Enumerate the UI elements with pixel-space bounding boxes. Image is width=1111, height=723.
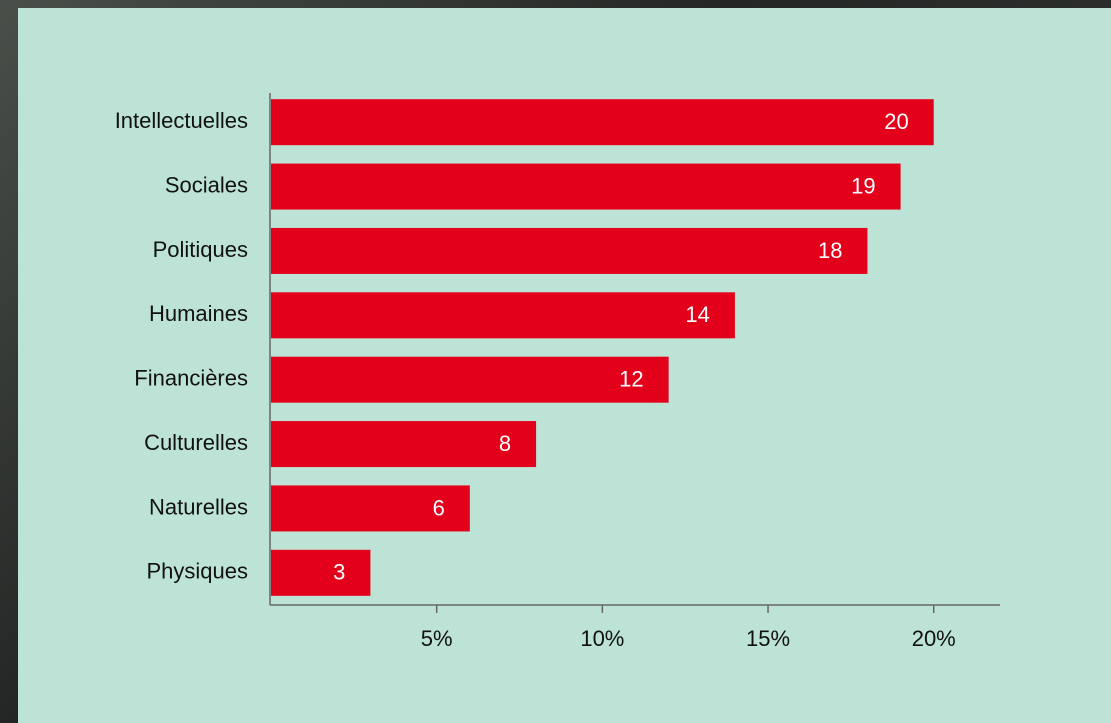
bar — [271, 99, 934, 146]
y-tick-label: Culturelles — [144, 430, 248, 455]
bar — [271, 227, 868, 274]
bar — [271, 549, 371, 596]
x-tick-label: 5% — [421, 626, 453, 651]
bar-value-label: 8 — [499, 431, 511, 456]
bar — [271, 485, 470, 532]
y-tick-label: Physiques — [146, 559, 248, 584]
x-tick-label: 20% — [912, 626, 956, 651]
y-tick-label: Intellectuelles — [115, 108, 248, 133]
y-tick-label: Naturelles — [149, 494, 248, 519]
bar — [271, 421, 537, 468]
bar-value-label: 6 — [433, 495, 445, 520]
bar-value-label: 20 — [884, 109, 908, 134]
x-tick-label: 15% — [746, 626, 790, 651]
bar — [271, 292, 735, 339]
bar — [271, 163, 901, 210]
bar-value-label: 18 — [818, 238, 842, 263]
bar-value-label: 12 — [619, 367, 643, 392]
y-tick-label: Humaines — [149, 301, 248, 326]
y-tick-label: Sociales — [165, 172, 248, 197]
x-tick-label: 10% — [580, 626, 624, 651]
y-tick-label: Politiques — [153, 237, 248, 262]
bar-value-label: 19 — [851, 173, 875, 198]
bar — [271, 356, 669, 403]
y-tick-label: Financières — [134, 366, 248, 391]
bar-value-label: 14 — [685, 302, 709, 327]
bar-value-label: 3 — [333, 560, 345, 585]
